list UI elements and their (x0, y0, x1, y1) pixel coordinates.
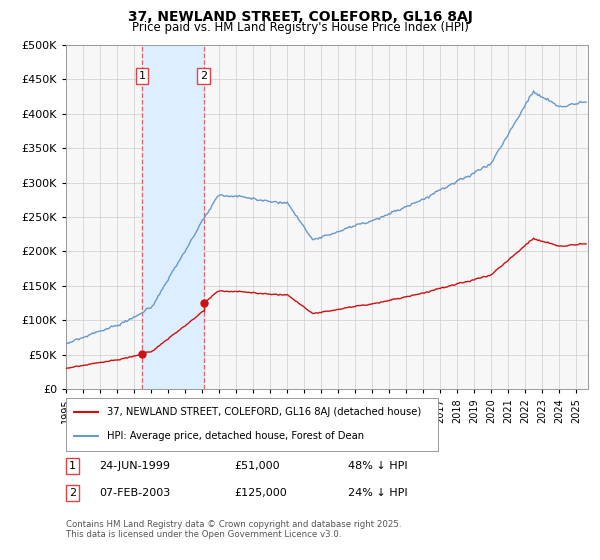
Text: 48% ↓ HPI: 48% ↓ HPI (348, 461, 407, 471)
Text: 07-FEB-2003: 07-FEB-2003 (99, 488, 170, 498)
Bar (142, 45, 203, 389)
Text: 37, NEWLAND STREET, COLEFORD, GL16 8AJ (detached house): 37, NEWLAND STREET, COLEFORD, GL16 8AJ (… (107, 407, 421, 417)
Text: 24% ↓ HPI: 24% ↓ HPI (348, 488, 407, 498)
Text: HPI: Average price, detached house, Forest of Dean: HPI: Average price, detached house, Fore… (107, 431, 364, 441)
Text: 24-JUN-1999: 24-JUN-1999 (99, 461, 170, 471)
Text: 37, NEWLAND STREET, COLEFORD, GL16 8AJ: 37, NEWLAND STREET, COLEFORD, GL16 8AJ (128, 10, 472, 24)
Text: 1: 1 (139, 71, 145, 81)
Text: £51,000: £51,000 (234, 461, 280, 471)
Text: 1: 1 (69, 461, 76, 471)
Text: 2: 2 (69, 488, 76, 498)
Text: £125,000: £125,000 (234, 488, 287, 498)
Text: Price paid vs. HM Land Registry's House Price Index (HPI): Price paid vs. HM Land Registry's House … (131, 21, 469, 34)
Text: Contains HM Land Registry data © Crown copyright and database right 2025.
This d: Contains HM Land Registry data © Crown c… (66, 520, 401, 539)
Text: 2: 2 (200, 71, 207, 81)
